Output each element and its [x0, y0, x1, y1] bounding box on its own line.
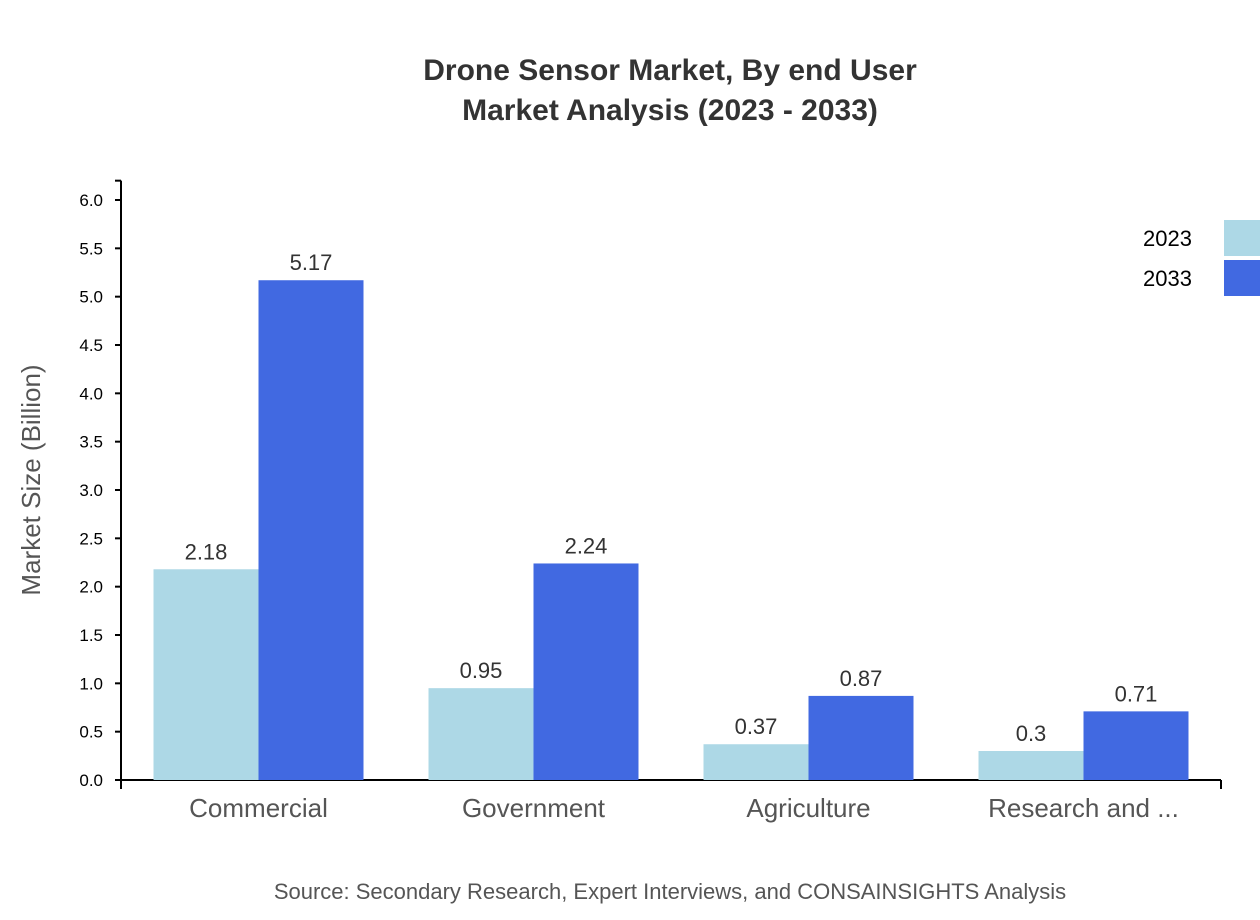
bar-2033-2 — [808, 695, 914, 780]
y-tick-label: 1.5 — [79, 626, 103, 645]
data-label: 0.95 — [460, 658, 503, 683]
bar-2023-1 — [428, 688, 534, 780]
data-label: 0.3 — [1016, 721, 1047, 746]
bar-2033-0 — [258, 280, 364, 780]
data-label: 5.17 — [290, 250, 333, 275]
data-label: 2.24 — [565, 533, 608, 558]
y-tick-label: 5.5 — [79, 239, 103, 258]
chart-subtitle: Market Analysis (2023 - 2033) — [462, 94, 878, 127]
legend-swatch-2023 — [1224, 220, 1260, 256]
y-tick-label: 2.5 — [79, 529, 103, 548]
bar-2023-2 — [703, 744, 809, 780]
data-label: 0.87 — [840, 666, 883, 691]
y-axis-label: Market Size (Billion) — [16, 364, 46, 595]
y-tick-label: 0.0 — [79, 771, 103, 790]
x-tick-label: Commercial — [189, 793, 328, 823]
chart-title: Drone Sensor Market, By end User — [423, 54, 917, 87]
bar-2023-3 — [978, 751, 1084, 780]
legend-swatch-2033 — [1224, 260, 1260, 296]
y-tick-label: 2.0 — [79, 578, 103, 597]
data-label: 2.18 — [185, 539, 228, 564]
y-tick-label: 4.5 — [79, 336, 103, 355]
y-tick-label: 4.0 — [79, 384, 103, 403]
y-tick-label: 5.0 — [79, 288, 103, 307]
data-label: 0.71 — [1115, 681, 1158, 706]
x-tick-label: Research and ... — [988, 793, 1179, 823]
y-tick-label: 0.5 — [79, 723, 103, 742]
x-tick-label: Agriculture — [746, 793, 870, 823]
legend-label: 2033 — [1143, 266, 1192, 291]
bar-2023-0 — [153, 569, 259, 780]
y-tick-label: 3.5 — [79, 433, 103, 452]
x-tick-label: Government — [462, 793, 606, 823]
bar-2033-3 — [1083, 711, 1189, 780]
source-note: Source: Secondary Research, Expert Inter… — [274, 879, 1066, 904]
y-tick-label: 1.0 — [79, 674, 103, 693]
bar-2033-1 — [533, 563, 639, 780]
y-tick-label: 6.0 — [79, 191, 103, 210]
legend-label: 2023 — [1143, 226, 1192, 251]
y-tick-label: 3.0 — [79, 481, 103, 500]
data-label: 0.37 — [735, 714, 778, 739]
